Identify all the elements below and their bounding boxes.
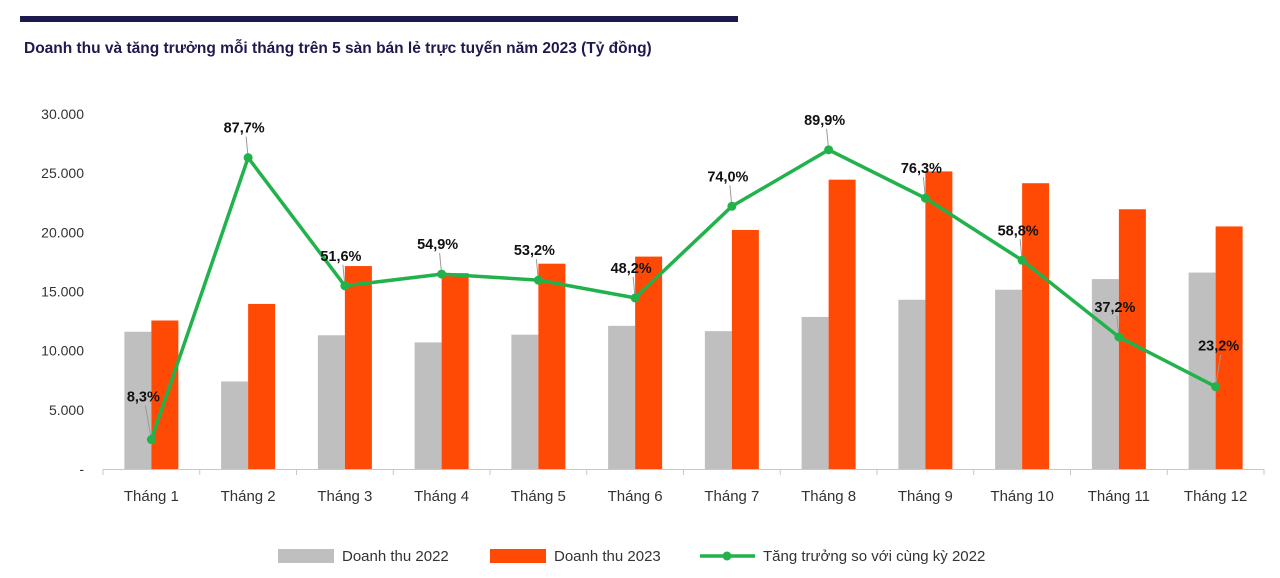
bar-doanh-thu-2023	[344, 266, 372, 469]
bar-doanh-thu-2022	[801, 316, 829, 469]
growth-data-label: 53,2%	[514, 243, 555, 259]
bar-doanh-thu-2022	[317, 335, 345, 469]
bar-doanh-thu-2022	[995, 289, 1023, 469]
growth-line	[149, 148, 1217, 441]
growth-data-label: 74,0%	[707, 169, 748, 185]
bar-doanh-thu-2022	[1188, 272, 1216, 469]
growth-marker	[920, 193, 930, 203]
y-tick-label: 25.000	[41, 165, 84, 181]
growth-marker	[243, 153, 253, 163]
growth-marker	[727, 201, 737, 211]
bar-doanh-thu-2022	[414, 342, 442, 469]
bar-doanh-thu-2023	[1215, 226, 1243, 469]
bar-doanh-thu-2023	[538, 263, 566, 469]
y-tick-label: 10.000	[41, 343, 84, 359]
growth-data-label: 76,3%	[901, 161, 942, 177]
growth-data-label: 87,7%	[224, 121, 265, 137]
data-label-leader	[1215, 354, 1222, 387]
bar-doanh-thu-2023	[151, 320, 179, 469]
bar-doanh-thu-2022	[511, 334, 539, 469]
bar-doanh-thu-2023	[441, 273, 469, 469]
bar-doanh-thu-2023	[1022, 183, 1050, 469]
legend-swatch-growth-marker	[722, 551, 732, 561]
bar-doanh-thu-2022	[124, 331, 152, 469]
y-tick-label: -	[79, 461, 84, 477]
growth-marker	[146, 435, 156, 445]
growth-data-label: 48,2%	[611, 261, 652, 277]
x-tick-label: Tháng 6	[608, 488, 663, 505]
bar-doanh-thu-2022	[608, 325, 636, 469]
y-tick-label: 15.000	[41, 284, 84, 300]
bar-doanh-thu-2022	[221, 381, 249, 469]
growth-marker	[340, 281, 350, 291]
legend-swatch-2022	[278, 549, 334, 563]
x-tick-label: Tháng 3	[317, 488, 372, 505]
x-tick-label: Tháng 7	[704, 488, 759, 505]
x-tick-label: Tháng 10	[990, 488, 1053, 505]
bar-doanh-thu-2022	[1091, 279, 1119, 469]
bar-doanh-thu-2023	[635, 256, 663, 469]
growth-marker	[1114, 332, 1124, 342]
growth-data-label: 37,2%	[1094, 300, 1135, 316]
top-accent-rule	[20, 16, 738, 22]
bar-doanh-thu-2023	[828, 179, 856, 470]
data-label-leader	[144, 405, 152, 440]
bar-doanh-thu-2023	[925, 171, 953, 469]
legend-label-2022: Doanh thu 2022	[342, 548, 449, 565]
growth-data-label: 89,9%	[804, 113, 845, 129]
bar-doanh-thu-2022	[704, 331, 732, 469]
x-tick-label: Tháng 11	[1088, 488, 1150, 505]
growth-marker	[630, 293, 640, 303]
bar-doanh-thu-2022	[898, 299, 926, 469]
x-tick-label: Tháng 1	[124, 488, 179, 505]
x-tick-label: Tháng 8	[801, 488, 856, 505]
growth-data-label: 58,8%	[998, 223, 1039, 239]
growth-data-label: 8,3%	[127, 390, 160, 406]
legend-label-growth: Tăng trưởng so với cùng kỳ 2022	[763, 548, 985, 565]
growth-data-label: 51,6%	[320, 249, 361, 265]
x-tick-label: Tháng 5	[511, 488, 566, 505]
growth-marker	[437, 269, 447, 279]
legend-label-2023: Doanh thu 2023	[554, 548, 661, 565]
x-tick-label: Tháng 2	[221, 488, 276, 505]
growth-data-label: 54,9%	[417, 237, 458, 253]
growth-data-label: 23,2%	[1198, 339, 1239, 355]
x-tick-label: Tháng 12	[1184, 488, 1247, 505]
legend-swatch-2023	[490, 549, 546, 563]
growth-marker	[533, 275, 543, 285]
bar-doanh-thu-2023	[731, 229, 759, 469]
growth-marker	[1211, 382, 1221, 392]
y-tick-label: 5.000	[49, 402, 84, 418]
y-tick-label: 30.000	[41, 106, 84, 122]
bar-doanh-thu-2023	[248, 303, 276, 469]
growth-marker	[824, 145, 834, 155]
x-tick-label: Tháng 9	[898, 488, 953, 505]
chart-title: Doanh thu và tăng trưởng mỗi tháng trên …	[24, 40, 652, 57]
x-tick-label: Tháng 4	[414, 488, 469, 505]
growth-marker	[1017, 255, 1027, 265]
y-tick-label: 20.000	[41, 224, 84, 240]
